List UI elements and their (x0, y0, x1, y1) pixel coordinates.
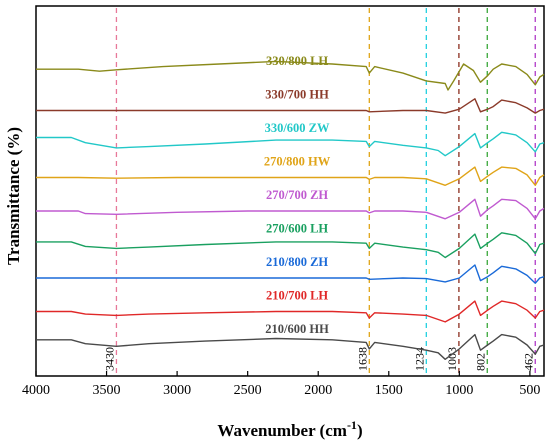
marker-label-3430: 3430 (102, 347, 116, 371)
series-label-210-600-hh: 210/600 HH (265, 322, 329, 336)
series-label-330-600-zw: 330/600 ZW (265, 121, 330, 135)
series-label-270-800-hw: 270/800 HW (264, 155, 331, 169)
marker-label-1638: 1638 (355, 347, 369, 371)
series-label-210-700-lh: 210/700 LH (266, 289, 328, 303)
marker-label-1234: 1234 (412, 347, 426, 371)
series-group: 330/800 LH 330/700 HH 330/600 ZW 270/800 HW… (36, 54, 545, 360)
x-tick-label-2000: 2000 (304, 383, 332, 398)
series-label-270-700-zh: 270/700 ZH (266, 188, 328, 202)
series-label-210-800-zh: 210/800 ZH (266, 255, 328, 269)
x-axis-title-superscript: -1 (347, 418, 357, 432)
marker-lines-group: 3430 1638 1234 1003 802 462 (102, 8, 536, 374)
series-line-210-600-hh (36, 333, 545, 360)
x-tick-label-3000: 3000 (163, 383, 191, 398)
x-tick-label-4000: 4000 (22, 383, 50, 398)
series-line-210-700-lh (36, 300, 545, 323)
x-axis-ticks: 4000 3500 3000 2500 2000 1500 1000 500 (22, 371, 540, 398)
series-line-270-600-lh (36, 232, 545, 259)
y-axis-title: Transmittance (%) (4, 127, 23, 265)
series-line-210-800-zh (36, 264, 545, 284)
x-tick-label-2500: 2500 (234, 383, 262, 398)
series-line-330-700-hh (36, 98, 545, 114)
x-tick-label-3500: 3500 (93, 383, 121, 398)
x-axis-title-close: ) (357, 421, 363, 440)
marker-label-802: 802 (473, 353, 487, 371)
x-tick-label-1500: 1500 (375, 383, 403, 398)
x-axis-title: Wavenumber (cm-1) (217, 418, 362, 440)
marker-label-462: 462 (521, 353, 535, 371)
x-tick-label-500: 500 (519, 383, 540, 398)
x-tick-label-1000: 1000 (445, 383, 473, 398)
series-line-330-600-zw (36, 131, 545, 157)
series-label-330-700-hh: 330/700 HH (265, 88, 329, 102)
series-line-330-800-lh (36, 60, 545, 91)
marker-label-1003: 1003 (445, 347, 459, 371)
series-label-270-600-lh: 270/600 LH (266, 222, 328, 236)
series-line-270-800-hw (36, 166, 545, 187)
series-label-330-800-lh: 330/800 LH (266, 54, 328, 68)
x-axis-title-main: Wavenumber (cm (217, 421, 347, 440)
series-line-270-700-zh (36, 198, 545, 220)
plot-frame (35, 5, 545, 377)
